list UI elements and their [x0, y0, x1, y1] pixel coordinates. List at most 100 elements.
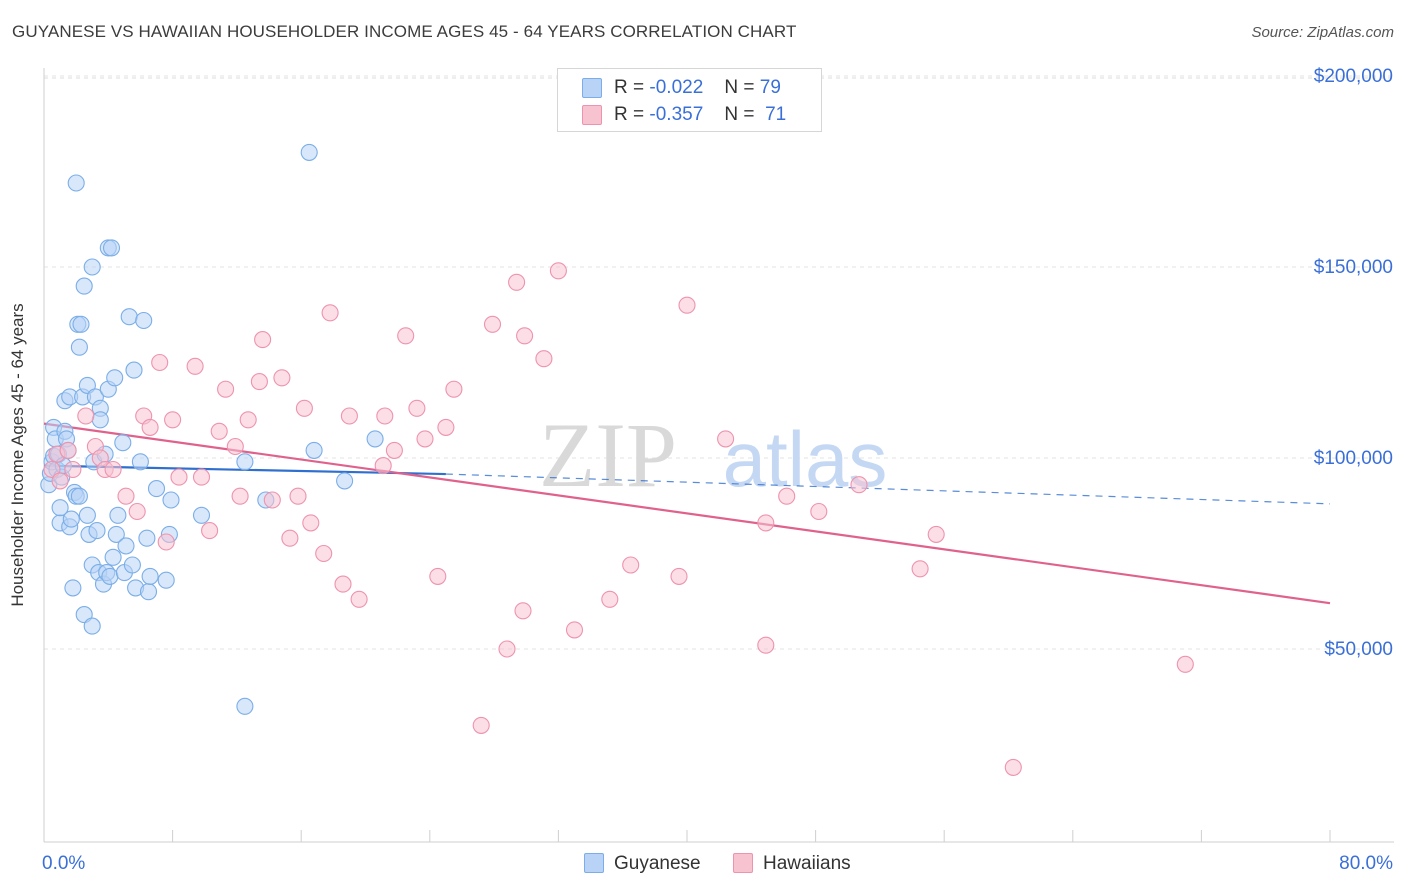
point-hawaiians: [437, 418, 455, 436]
point-guyanese: [106, 369, 124, 387]
point-hawaiians: [516, 327, 534, 345]
point-hawaiians: [59, 441, 77, 459]
point-guyanese: [67, 174, 85, 192]
legend-r-label: R =: [614, 104, 645, 125]
y-tick-label: $100,000: [1314, 448, 1393, 469]
point-hawaiians: [239, 411, 257, 429]
point-guyanese: [236, 697, 254, 715]
point-hawaiians: [565, 621, 584, 639]
legend-r-label: R =: [614, 77, 645, 98]
point-guyanese: [75, 277, 93, 295]
point-guyanese: [88, 522, 106, 540]
point-hawaiians: [472, 716, 490, 734]
point-hawaiians: [273, 369, 291, 387]
x-tick-label-min: 0.0%: [42, 853, 85, 874]
gridlines: [44, 75, 1394, 650]
point-guyanese: [135, 311, 153, 330]
point-hawaiians: [157, 533, 175, 551]
point-guyanese: [70, 338, 88, 356]
point-guyanese: [125, 361, 143, 379]
point-hawaiians: [192, 468, 211, 486]
legend-n-label: N =: [724, 104, 755, 125]
point-hawaiians: [850, 476, 868, 494]
point-guyanese: [192, 506, 211, 524]
point-hawaiians: [51, 472, 69, 490]
point-hawaiians: [911, 560, 929, 578]
point-hawaiians: [498, 640, 516, 658]
point-hawaiians: [622, 556, 640, 574]
point-hawaiians: [201, 522, 219, 540]
point-guyanese: [51, 499, 69, 517]
point-hawaiians: [231, 487, 249, 505]
point-guyanese: [114, 434, 132, 452]
point-guyanese: [120, 308, 138, 326]
point-guyanese: [109, 506, 127, 524]
bottom-legend-swatch-hawaiians: [733, 853, 753, 873]
point-guyanese: [102, 239, 121, 257]
point-hawaiians: [416, 430, 434, 448]
point-hawaiians: [77, 407, 95, 425]
point-hawaiians: [1176, 655, 1194, 673]
point-hawaiians: [408, 399, 426, 417]
legend-n-label: N =: [724, 77, 755, 98]
series-hawaiians: [43, 262, 1194, 776]
point-guyanese: [78, 506, 96, 524]
trend-line-hawaiians: [43, 422, 1331, 605]
point-guyanese: [157, 571, 175, 589]
point-guyanese: [139, 583, 158, 601]
point-hawaiians: [254, 331, 272, 349]
legend-r-value: -0.022: [649, 77, 704, 98]
legend-n-value: 79: [759, 77, 781, 98]
tick-labels: $50,000 $100,000 $150,000 $200,000 0.0% 80.0%: [42, 66, 1393, 874]
point-guyanese: [147, 480, 166, 498]
y-tick-label: $200,000: [1314, 66, 1393, 87]
y-axis-label: Householder Income Ages 45 - 64 years: [8, 303, 27, 607]
point-hawaiians: [385, 441, 403, 459]
point-hawaiians: [717, 430, 735, 448]
legend-r-value: -0.357: [649, 104, 704, 125]
point-hawaiians: [281, 529, 299, 547]
chart-title: GUYANESE VS HAWAIIAN HOUSEHOLDER INCOME …: [12, 22, 797, 41]
point-hawaiians: [128, 502, 146, 521]
point-hawaiians: [927, 525, 945, 543]
legend-swatch-guyanese: [582, 78, 602, 98]
point-guyanese: [162, 491, 180, 509]
bottom-legend-swatch-guyanese: [584, 853, 604, 873]
point-hawaiians: [429, 567, 447, 585]
y-tick-label: $50,000: [1324, 639, 1393, 660]
point-guyanese: [336, 472, 354, 490]
point-hawaiians: [315, 544, 333, 563]
point-hawaiians: [263, 491, 281, 509]
x-tick-label-max: 80.0%: [1339, 853, 1393, 874]
point-hawaiians: [549, 262, 567, 280]
point-hawaiians: [376, 407, 394, 425]
point-hawaiians: [397, 327, 415, 345]
point-hawaiians: [321, 304, 339, 322]
point-guyanese: [104, 548, 122, 566]
point-hawaiians: [334, 575, 352, 593]
data-points: [40, 143, 1194, 776]
correlation-legend: R = -0.022 N = 79 R = -0.357 N = 71: [557, 68, 822, 132]
point-hawaiians: [810, 502, 828, 521]
bottom-legend-label-hawaiians: Hawaiians: [763, 853, 851, 874]
point-guyanese: [305, 441, 323, 459]
point-hawaiians: [483, 315, 502, 333]
point-guyanese: [236, 453, 254, 471]
point-hawaiians: [601, 590, 619, 608]
point-hawaiians: [757, 514, 775, 532]
point-guyanese: [83, 258, 101, 276]
point-guyanese: [72, 315, 90, 333]
watermark-zip: ZIP: [539, 404, 677, 506]
point-hawaiians: [302, 514, 320, 532]
point-hawaiians: [295, 399, 313, 417]
source-label: Source: ZipAtlas.com: [1251, 24, 1394, 41]
point-hawaiians: [678, 296, 696, 314]
point-hawaiians: [104, 460, 122, 479]
point-guyanese: [300, 143, 318, 161]
point-hawaiians: [535, 350, 553, 368]
y-tick-label: $150,000: [1314, 257, 1393, 278]
point-guyanese: [366, 430, 384, 448]
bottom-legend-label-guyanese: Guyanese: [614, 853, 701, 874]
point-hawaiians: [778, 487, 796, 505]
point-hawaiians: [514, 602, 532, 620]
